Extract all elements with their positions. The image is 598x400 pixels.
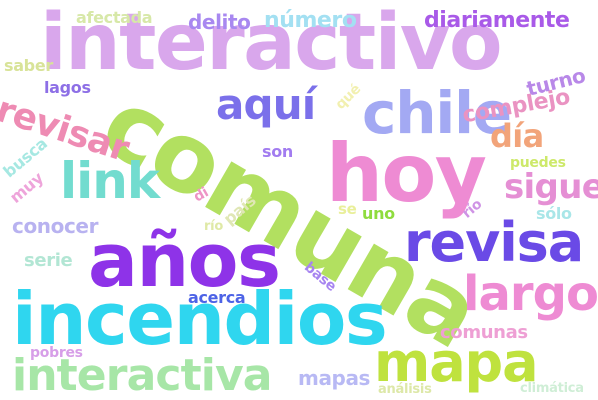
word-comunas: comunas [440, 322, 528, 343]
word-numero: número [264, 8, 357, 33]
word-afectada: afectada [76, 8, 153, 27]
word-dia: día [490, 117, 544, 155]
word-puedes: puedes [510, 155, 566, 171]
word-solo: sólo [536, 204, 572, 223]
word-interactiva: interactiva [12, 350, 272, 400]
word-hoy: hoy [326, 127, 487, 220]
word-mapas: mapas [298, 366, 371, 390]
word-revisa: revisa [404, 211, 584, 274]
word-son: son [262, 142, 293, 161]
word-interactivo: interactivo [40, 0, 503, 88]
word-turno: turno [523, 63, 588, 101]
word-saber: saber [4, 56, 53, 75]
word-sigue: sigue [504, 167, 598, 207]
word-rio-2: río [204, 219, 224, 234]
word-conocer: conocer [12, 214, 99, 238]
word-climatica: climática [520, 381, 584, 396]
word-chile: chile [362, 79, 512, 147]
word-acerca: acerca [188, 288, 246, 307]
word-busca: busca [0, 133, 51, 182]
word-incendios: incendios [12, 277, 388, 361]
word-lagos: lagos [44, 78, 91, 97]
word-anos: años [88, 218, 281, 304]
word-largo: largo [463, 266, 598, 322]
word-mapa: mapa [374, 331, 539, 394]
word-se: se [338, 200, 357, 218]
word-link: link [60, 152, 160, 210]
word-serie: serie [24, 250, 73, 271]
word-delito: delito [188, 10, 251, 34]
word-pobres: pobres [30, 345, 83, 361]
word-aqui: aquí [216, 80, 316, 129]
word-uno: uno [362, 204, 395, 223]
word-analisis: análisis [378, 382, 432, 397]
word-diariamente: diariamente [424, 8, 570, 33]
